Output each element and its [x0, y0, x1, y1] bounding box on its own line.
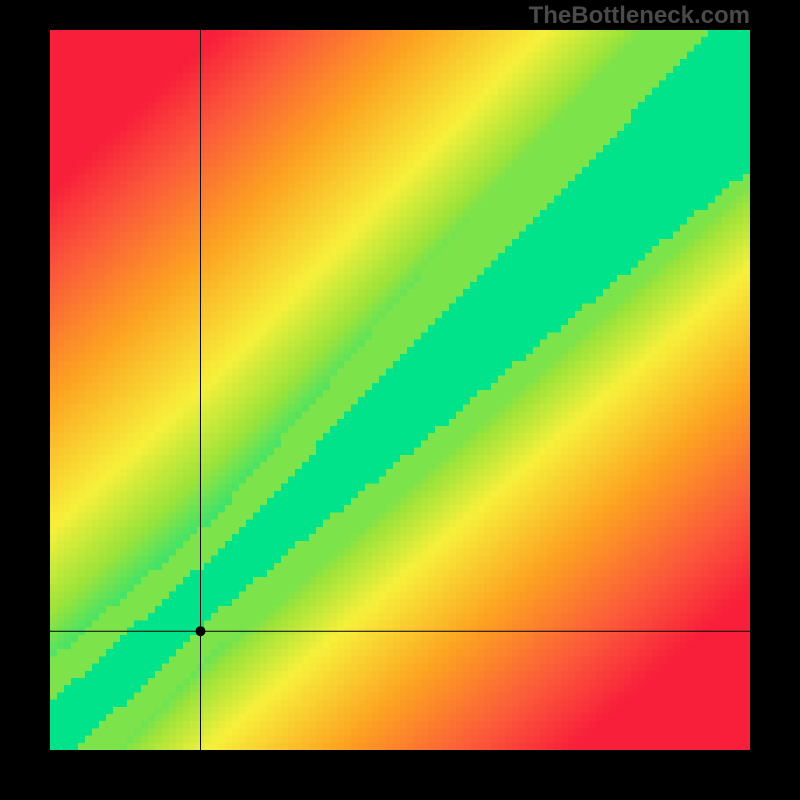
crosshair-marker [196, 626, 206, 636]
crosshair-overlay [50, 30, 750, 750]
watermark-text: TheBottleneck.com [529, 2, 750, 30]
